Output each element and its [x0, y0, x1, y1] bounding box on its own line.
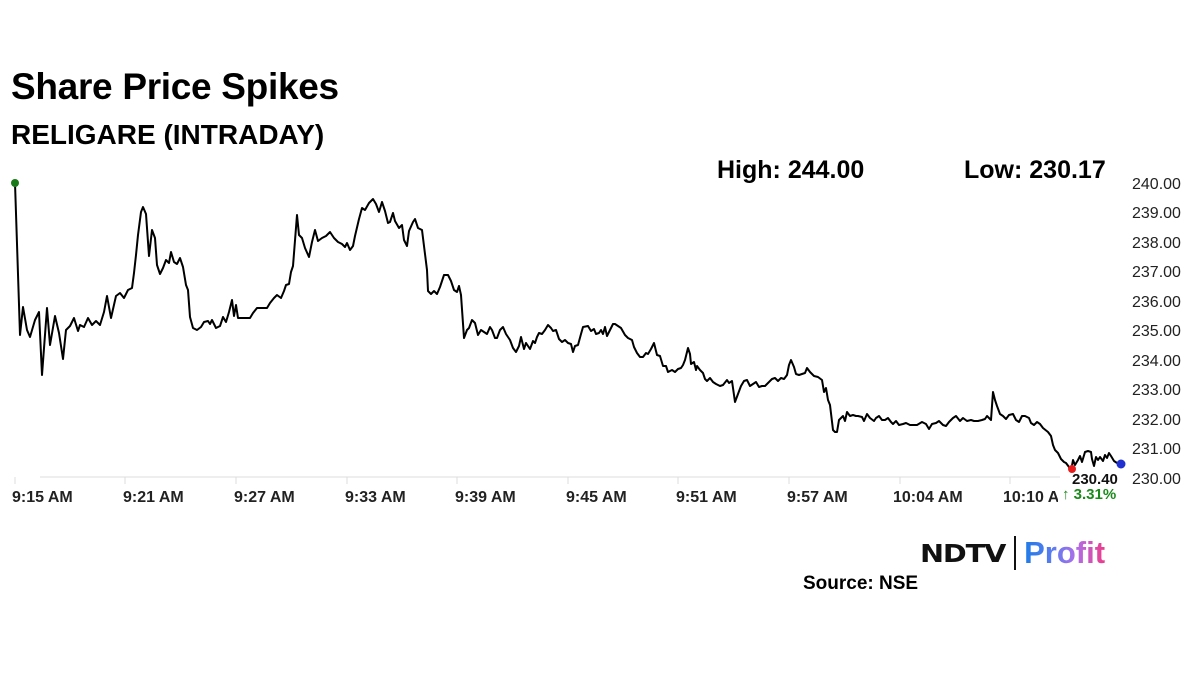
y-tick: 239.00: [1132, 205, 1181, 222]
low-point-marker: [1068, 465, 1076, 473]
x-tick: 10:04 AM: [893, 489, 963, 506]
x-tick: 10:10 AM: [1003, 489, 1073, 506]
y-tick: 231.00: [1132, 441, 1181, 458]
chart-subtitle: RELIGARE (INTRADAY): [11, 119, 325, 150]
x-tick: 9:51 AM: [676, 489, 737, 506]
high-price-label: High: 244.00: [717, 156, 865, 184]
ndtv-profit-logo: NDTV Profit: [920, 533, 1105, 573]
source-note: Source: NSE: [803, 573, 919, 594]
last-price-label: 230.40: [1072, 471, 1118, 488]
profit-wordmark: Profit: [1024, 535, 1106, 570]
y-tick: 234.00: [1132, 353, 1181, 370]
low-price-label: Low: 230.17: [964, 156, 1106, 184]
y-tick: 238.00: [1132, 235, 1181, 252]
y-tick: 237.00: [1132, 264, 1181, 281]
x-tick: 9:21 AM: [123, 489, 184, 506]
x-tick: 9:57 AM: [787, 489, 848, 506]
change-percent-label: ↑ 3.31%: [1062, 486, 1116, 503]
x-tick: 9:39 AM: [455, 489, 516, 506]
x-axis: 9:15 AM 9:21 AM 9:27 AM 9:33 AM 9:39 AM …: [12, 489, 1073, 506]
y-tick: 230.00: [1132, 471, 1181, 488]
y-tick: 235.00: [1132, 323, 1181, 340]
x-tick: 9:45 AM: [566, 489, 627, 506]
y-tick: 233.00: [1132, 382, 1181, 399]
y-tick: 240.00: [1132, 176, 1181, 193]
x-tick: 9:33 AM: [345, 489, 406, 506]
chart-title: Share Price Spikes: [11, 66, 339, 107]
logo-divider: [1014, 536, 1017, 570]
start-point-marker: [11, 179, 19, 187]
y-tick: 232.00: [1132, 412, 1181, 429]
y-tick: 236.00: [1132, 294, 1181, 311]
x-tick: 9:27 AM: [234, 489, 295, 506]
x-tick-marks: [14, 477, 1011, 484]
y-axis: 240.00 239.00 238.00 237.00 236.00 235.0…: [1132, 176, 1181, 488]
x-tick: 9:15 AM: [12, 489, 73, 506]
last-point-marker: [1116, 459, 1126, 469]
ndtv-wordmark: NDTV: [920, 538, 1006, 568]
price-line: [14, 182, 1120, 472]
